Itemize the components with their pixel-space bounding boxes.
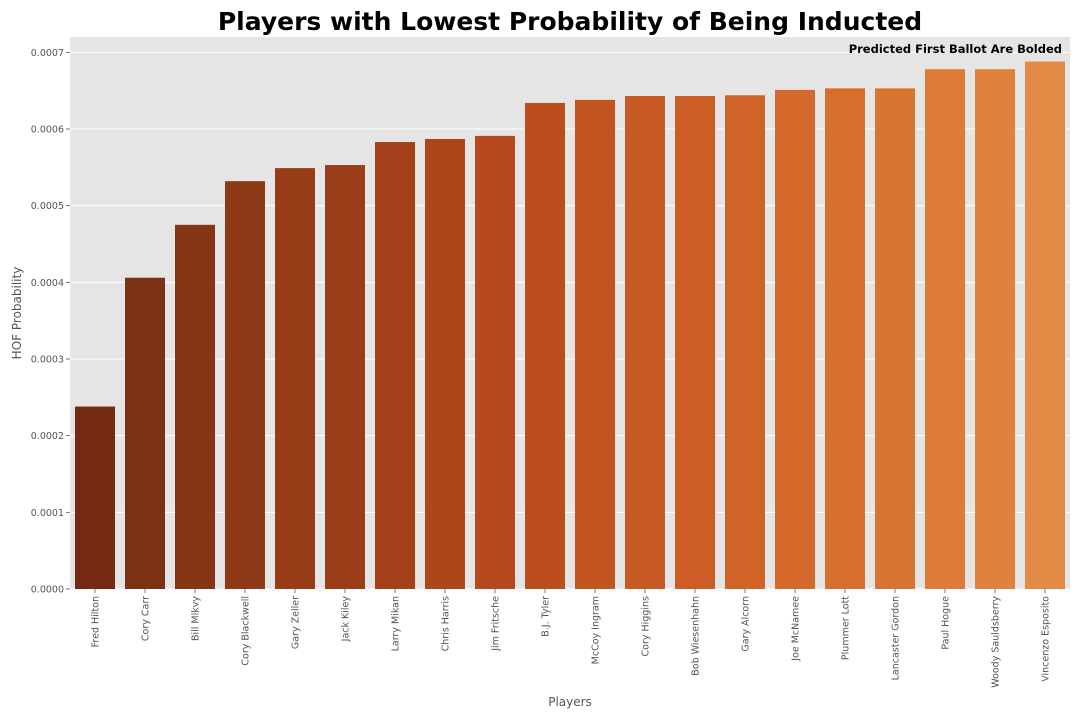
x-axis-ticks: Fred Hilton Cory Carr Bill Mlkvy Cory Black…	[91, 589, 1052, 688]
y-tick-label: 0.0001	[31, 508, 64, 519]
bars	[75, 61, 1065, 590]
bar	[825, 88, 865, 589]
bar	[625, 96, 665, 590]
x-tick-label: Jim Fritsche	[491, 596, 502, 652]
x-tick-label: Gary Alcorn	[741, 596, 752, 652]
bar	[125, 277, 165, 589]
y-tick-label: 0.0002	[31, 431, 64, 442]
x-axis-label: Players	[548, 695, 592, 709]
bar	[325, 165, 365, 590]
bar	[925, 69, 965, 589]
bar	[425, 138, 465, 589]
x-tick-label: Lancaster Gordon	[891, 596, 902, 680]
x-tick-label: Gary Zeller	[291, 596, 302, 649]
x-tick-label: Vincenzo Esposito	[1041, 596, 1052, 682]
bar	[775, 89, 815, 590]
y-tick-label: 0.0004	[31, 278, 64, 289]
bar	[225, 181, 265, 589]
y-tick-label: 0.0007	[31, 48, 64, 59]
y-axis-label: HOF Probability	[10, 267, 24, 360]
x-tick-label: Paul Hogue	[941, 596, 952, 650]
bar	[275, 168, 315, 589]
x-tick-label: Woody Sauldsberry	[991, 596, 1002, 688]
chart-title: Players with Lowest Probability of Being…	[218, 7, 922, 36]
bar	[725, 95, 765, 590]
y-tick-label: 0.0003	[31, 355, 64, 366]
x-tick-label: Larry Mikan	[391, 596, 402, 651]
x-tick-label: Chris Harris	[441, 596, 452, 651]
x-tick-label: Plummer Lott	[841, 596, 852, 660]
x-tick-label: Cory Carr	[141, 596, 152, 641]
bar	[875, 88, 915, 589]
bar	[575, 99, 615, 589]
bar	[475, 135, 515, 589]
x-tick-label: B.J. Tyler	[541, 596, 552, 637]
x-tick-label: Fred Hilton	[91, 596, 102, 647]
x-tick-label: McCoy Ingram	[591, 596, 602, 664]
y-tick-label: 0.0000	[31, 585, 64, 596]
x-tick-label: Cory Blackwell	[241, 596, 252, 666]
x-tick-label: Jack Kiley	[341, 596, 352, 643]
x-tick-label: Bob Wiesenhahn	[691, 596, 702, 676]
bar	[975, 69, 1015, 589]
bar	[375, 142, 415, 590]
y-axis-ticks: 0.0000 0.0001 0.0002 0.0003 0.0004 0.0005 0.00…	[31, 48, 70, 596]
chart-annotation: Predicted First Ballot Are Bolded	[849, 42, 1062, 56]
bar	[1025, 61, 1065, 590]
y-tick-label: 0.0005	[31, 201, 64, 212]
plot-background	[70, 37, 1070, 589]
x-tick-label: Cory Higgins	[641, 596, 652, 656]
bar	[675, 96, 715, 590]
x-tick-label: Bill Mlkvy	[191, 596, 202, 641]
bar	[75, 406, 115, 589]
bar	[175, 224, 215, 590]
y-tick-label: 0.0006	[31, 125, 64, 136]
bar	[525, 102, 565, 589]
x-tick-label: Joe McNamee	[791, 596, 802, 662]
